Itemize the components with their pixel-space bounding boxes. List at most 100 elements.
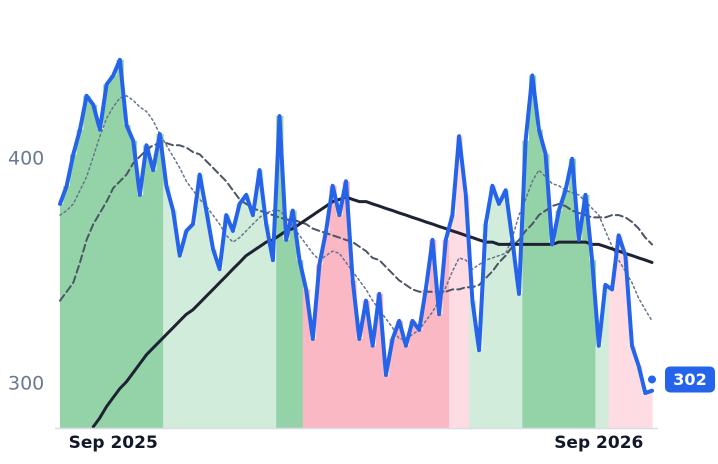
- zone-area: [588, 260, 597, 429]
- zone-area: [189, 224, 197, 429]
- zone-area: [635, 365, 643, 429]
- zone-area: [502, 190, 510, 429]
- series-line: [91, 195, 654, 429]
- zone-area: [595, 345, 603, 429]
- zone-area: [535, 129, 543, 429]
- zone-area: [582, 194, 590, 429]
- zone-area: [76, 129, 84, 429]
- zone-area: [622, 255, 630, 429]
- zone-area: [262, 224, 271, 429]
- series-line: [58, 57, 654, 395]
- area-layer: [60, 59, 653, 430]
- zone-area: [282, 239, 291, 429]
- zone-area: [229, 230, 237, 429]
- zone-area: [183, 230, 191, 429]
- x-tick-label: Sep 2025: [69, 433, 158, 453]
- last-value-dot: [646, 373, 658, 386]
- zone-area: [615, 235, 623, 429]
- zone-area: [362, 300, 370, 429]
- zone-area: [216, 269, 224, 429]
- zone-area: [475, 350, 483, 429]
- zone-area: [329, 185, 337, 429]
- zone-area: [429, 239, 437, 429]
- zone-area: [482, 224, 490, 429]
- zone-area: [469, 300, 477, 429]
- zone-area: [123, 125, 131, 430]
- last-value-badge: [665, 366, 715, 393]
- zone-area: [508, 239, 517, 429]
- zone-area: [422, 289, 430, 429]
- zone-area: [515, 293, 523, 429]
- zone-area: [63, 185, 71, 429]
- last-value-label: 302: [673, 370, 706, 389]
- zone-area: [409, 320, 417, 429]
- zone-area: [143, 145, 151, 429]
- line-layer: [58, 57, 654, 429]
- zone-area: [289, 210, 297, 429]
- zone-area: [562, 190, 570, 429]
- zone-area: [449, 215, 457, 429]
- y-tick-label: 300: [8, 372, 44, 394]
- zone-area: [382, 374, 390, 429]
- zone-area: [322, 230, 330, 429]
- zone-area: [89, 104, 98, 430]
- zone-area: [528, 75, 537, 430]
- x-tick-label: Sep 2026: [554, 433, 643, 453]
- zone-area: [628, 345, 636, 429]
- zone-area: [316, 264, 324, 429]
- zone-area: [462, 194, 470, 429]
- zone-area: [648, 390, 653, 429]
- y-tick-label: 400: [8, 147, 44, 169]
- zone-area: [149, 170, 158, 430]
- zone-area: [69, 154, 78, 429]
- zone-area: [269, 260, 277, 429]
- zone-area: [568, 158, 577, 430]
- zone-area: [642, 392, 650, 429]
- zone-area: [575, 239, 583, 429]
- zone-area: [109, 75, 118, 430]
- zone-area: [402, 345, 410, 429]
- zone-area: [455, 136, 464, 430]
- zone-area: [389, 338, 397, 429]
- zone-area: [555, 210, 563, 429]
- zone-area: [602, 284, 610, 429]
- zone-area: [375, 293, 384, 429]
- zone-area: [136, 194, 144, 429]
- zone-area: [356, 338, 364, 429]
- zone-area: [203, 210, 211, 429]
- zone-area: [522, 140, 530, 429]
- zone-area: [395, 320, 404, 429]
- zone-area: [548, 244, 557, 429]
- zone-area: [495, 203, 503, 429]
- zone-area: [103, 84, 111, 429]
- zone-area: [608, 289, 617, 429]
- zone-area: [176, 255, 184, 429]
- zone-area: [96, 129, 104, 429]
- series-line: [59, 95, 653, 340]
- zone-area: [169, 210, 178, 429]
- zone-area: [369, 345, 377, 429]
- label-layer: 300 400 Sep 2025 Sep 2026 302: [8, 147, 715, 453]
- zone-area: [60, 203, 64, 429]
- zone-area: [342, 181, 350, 429]
- zone-area: [302, 289, 311, 429]
- zone-area: [156, 134, 164, 429]
- zone-area: [296, 260, 304, 429]
- zone-area: [222, 215, 231, 429]
- zone-area: [249, 215, 257, 429]
- zone-area: [129, 140, 138, 429]
- zone-area: [442, 239, 450, 429]
- zone-area: [83, 95, 91, 429]
- zone-area: [415, 329, 424, 429]
- zone-area: [336, 215, 344, 429]
- zone-area: [435, 314, 444, 429]
- zone-area: [542, 154, 550, 429]
- zone-area: [489, 185, 497, 429]
- zone-area: [349, 280, 357, 429]
- zone-area: [242, 194, 251, 429]
- zone-area: [209, 248, 217, 429]
- zone-area: [256, 170, 264, 430]
- zone-area: [116, 59, 124, 429]
- zone-area: [309, 338, 317, 429]
